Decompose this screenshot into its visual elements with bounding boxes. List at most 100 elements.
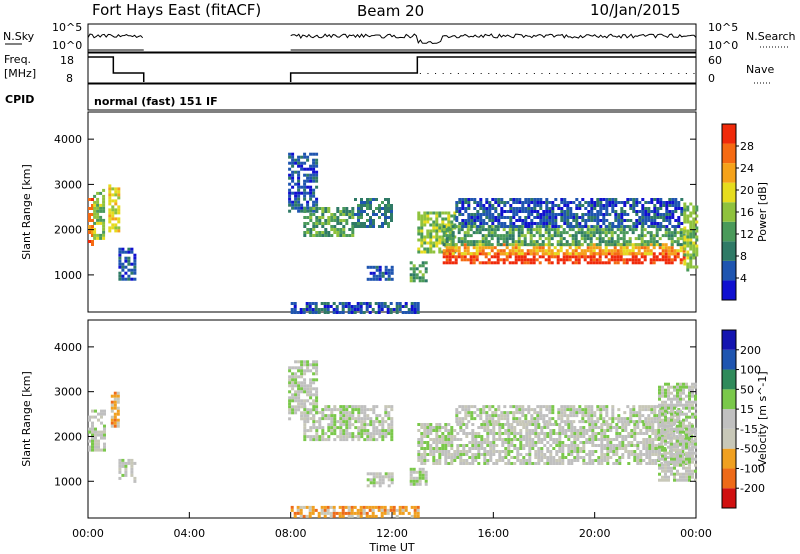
heatmap-cell xyxy=(456,447,460,450)
heatmap-cell xyxy=(339,429,343,433)
heatmap-cell xyxy=(306,200,310,204)
heatmap-cell xyxy=(517,246,521,250)
heatmap-cell xyxy=(332,514,336,518)
heatmap-cell xyxy=(417,450,421,453)
heatmap-cell xyxy=(650,420,654,424)
heatmap-cell xyxy=(571,228,575,232)
heatmap-cell xyxy=(338,311,342,314)
heatmap-cell xyxy=(351,213,355,216)
heatmap-cell xyxy=(650,225,654,228)
heatmap-cell xyxy=(598,228,602,232)
heatmap-cell xyxy=(294,170,298,174)
heatmap-cell xyxy=(665,207,669,210)
heatmap-cell xyxy=(545,405,549,409)
heatmap-cell xyxy=(492,441,496,444)
heatmap-cell xyxy=(563,222,567,225)
heatmap-cell xyxy=(300,167,304,171)
heatmap-cell xyxy=(673,436,676,440)
heatmap-cell xyxy=(299,311,303,314)
heatmap-cell xyxy=(500,222,504,225)
heatmap-cell xyxy=(348,417,352,421)
heatmap-cell xyxy=(592,258,596,262)
heatmap-cell xyxy=(574,240,578,244)
heatmap-cell xyxy=(506,414,510,418)
heatmap-cell xyxy=(539,207,543,210)
heatmap-cell xyxy=(476,414,480,418)
nsky-panel: N.Sky 10^5 10^0 10^5 10^0 N.Search xyxy=(3,21,796,53)
heatmap-cell xyxy=(596,216,600,219)
heatmap-cell xyxy=(113,391,117,395)
heatmap-cell xyxy=(360,426,364,430)
heatmap-cell xyxy=(413,511,417,515)
heatmap-cell xyxy=(569,225,573,228)
heatmap-cell xyxy=(614,216,618,219)
heatmap-cell xyxy=(686,214,690,218)
heatmap-cell xyxy=(103,409,106,413)
heatmap-cell xyxy=(616,252,620,256)
heatmap-cell xyxy=(500,198,504,201)
heatmap-cell xyxy=(312,170,316,174)
heatmap-cell xyxy=(456,438,460,441)
heatmap-cell xyxy=(329,505,333,509)
heatmap-cell xyxy=(496,237,500,241)
heatmap-cell xyxy=(429,217,433,221)
heatmap-cell xyxy=(554,216,558,219)
heatmap-cell xyxy=(541,243,545,247)
heatmap-cell xyxy=(692,244,696,248)
heatmap-cell xyxy=(290,508,294,512)
heatmap-cell xyxy=(510,429,514,432)
heatmap-cell xyxy=(664,261,668,265)
heatmap-cell xyxy=(588,459,592,462)
heatmap-cell xyxy=(401,508,405,512)
heatmap-cell xyxy=(601,252,605,256)
heatmap-cell xyxy=(592,231,596,235)
heatmap-cell xyxy=(664,415,667,419)
heatmap-cell xyxy=(420,217,424,221)
heatmap-cell xyxy=(312,188,316,192)
heatmap-cell xyxy=(300,203,304,207)
heatmap-cell xyxy=(372,219,375,222)
heatmap-cell xyxy=(288,176,292,180)
heatmap-cell xyxy=(100,412,103,416)
heatmap-cell xyxy=(372,484,376,488)
heatmap-cell xyxy=(327,210,331,213)
heatmap-cell xyxy=(570,447,574,450)
heatmap-cell xyxy=(369,198,372,201)
heatmap-cell xyxy=(475,246,479,250)
heatmap-cell xyxy=(456,432,460,435)
heatmap-cell xyxy=(694,433,697,437)
heatmap-cell xyxy=(676,391,679,395)
heatmap-cell xyxy=(599,408,603,412)
heatmap-cell xyxy=(673,478,676,482)
heatmap-cell xyxy=(291,372,295,376)
heatmap-cell xyxy=(442,243,446,247)
heatmap-cell xyxy=(462,423,466,426)
heatmap-cell xyxy=(624,429,628,432)
heatmap-cell xyxy=(357,207,360,210)
heatmap-cell xyxy=(314,311,318,314)
heatmap-cell xyxy=(320,511,324,515)
heatmap-cell xyxy=(614,417,618,421)
heatmap-cell xyxy=(97,445,100,449)
heatmap-cell xyxy=(539,213,543,216)
heatmap-cell xyxy=(658,472,661,476)
heatmap-cell xyxy=(581,408,585,412)
heatmap-cell xyxy=(598,240,602,244)
heatmap-cell xyxy=(603,444,607,447)
heatmap-cell xyxy=(566,201,570,204)
heatmap-cell xyxy=(601,228,605,232)
heatmap-cell xyxy=(458,198,462,201)
heatmap-cell xyxy=(330,219,334,222)
heatmap-cell xyxy=(502,249,506,253)
heatmap-cell xyxy=(321,225,325,228)
heatmap-cell xyxy=(588,423,592,426)
heatmap-cell xyxy=(469,252,473,256)
heatmap-cell xyxy=(570,441,574,444)
velocity-data xyxy=(88,360,697,518)
heatmap-cell xyxy=(357,414,361,418)
heatmap-cell xyxy=(480,444,484,447)
heatmap-cell xyxy=(679,421,682,425)
heatmap-cell xyxy=(600,444,604,447)
heatmap-cell xyxy=(491,411,495,415)
